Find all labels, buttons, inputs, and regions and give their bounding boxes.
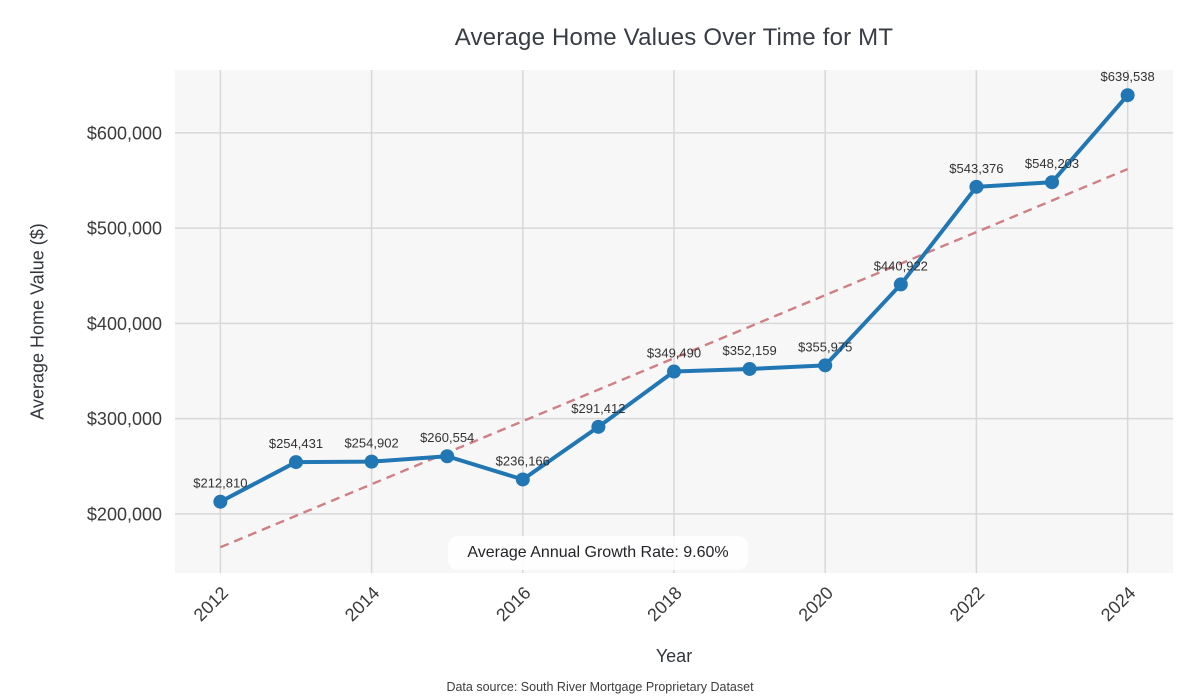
y-tick-label: $500,000 <box>87 219 162 239</box>
x-tick-label: 2012 <box>190 583 232 625</box>
data-source-note: Data source: South River Mortgage Propri… <box>446 680 754 694</box>
data-point-label: $352,159 <box>722 343 776 358</box>
x-tick-label: 2020 <box>795 583 837 625</box>
y-tick-label: $300,000 <box>87 409 162 429</box>
data-point-label: $543,376 <box>949 161 1003 176</box>
data-point-marker <box>667 364 681 379</box>
data-point-label: $254,902 <box>344 436 398 451</box>
chart-title: Average Home Values Over Time for MT <box>454 24 894 51</box>
x-tick-label: 2024 <box>1097 583 1139 625</box>
x-axis-title: Year <box>655 646 693 666</box>
data-point-marker <box>515 472 530 487</box>
y-axis-title: Average Home Value ($) <box>27 223 48 420</box>
x-tick-label: 2022 <box>946 583 988 625</box>
data-point-marker <box>364 454 379 469</box>
data-point-label: $440,922 <box>874 258 928 273</box>
data-point-marker <box>969 179 984 194</box>
data-point-label: $291,412 <box>571 401 625 416</box>
y-tick-label: $600,000 <box>87 123 162 143</box>
data-point-marker <box>440 449 455 464</box>
x-tick-label: 2018 <box>643 583 685 625</box>
data-point-marker <box>1045 175 1060 190</box>
data-point-marker <box>742 361 757 376</box>
data-point-label: $349,490 <box>647 346 701 361</box>
data-point-marker <box>213 494 228 509</box>
data-point-marker <box>818 358 833 373</box>
data-point-label: $355,975 <box>798 339 852 354</box>
data-point-label: $639,538 <box>1101 69 1155 84</box>
data-point-label: $548,203 <box>1025 156 1079 171</box>
x-tick-label: 2016 <box>492 583 534 625</box>
data-point-label: $260,554 <box>420 430 474 445</box>
growth-rate-annotation: Average Annual Growth Rate: 9.60% <box>448 536 748 570</box>
data-point-label: $254,431 <box>269 436 323 451</box>
data-point-marker <box>893 277 908 292</box>
data-point-label: $212,810 <box>193 476 247 491</box>
data-point-label: $236,166 <box>496 453 550 468</box>
y-tick-label: $400,000 <box>87 314 162 334</box>
data-point-marker <box>1120 88 1135 103</box>
x-tick-label: 2014 <box>341 583 383 625</box>
y-tick-label: $200,000 <box>87 504 162 524</box>
data-point-marker <box>288 455 303 470</box>
data-point-marker <box>591 419 606 434</box>
